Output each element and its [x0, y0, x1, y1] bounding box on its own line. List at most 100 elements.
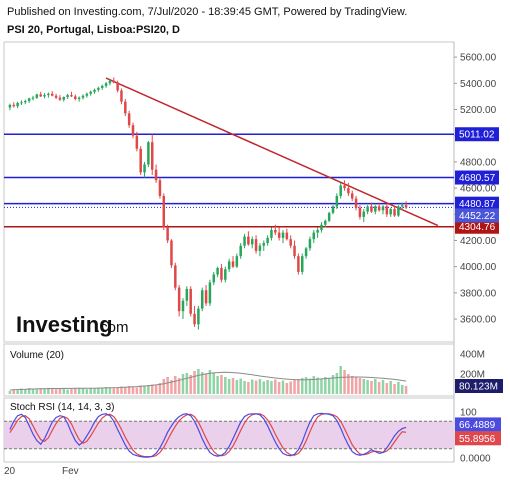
x-tick-label: Fev [62, 466, 79, 477]
volume-bar [20, 388, 23, 394]
candle-body [181, 300, 185, 312]
volume-bar [235, 380, 239, 394]
volume-bar [50, 388, 54, 394]
volume-bar [274, 379, 277, 394]
candle-body [108, 80, 112, 84]
candle-body [197, 308, 200, 325]
candle-body [74, 96, 77, 100]
rsi-panel-title: Stoch RSI (14, 14, 3, 3) [10, 402, 115, 413]
candle-body [358, 207, 362, 217]
level-tag-label: 4480.87 [459, 199, 496, 210]
candle-body [289, 239, 292, 246]
volume-bar [174, 376, 177, 394]
rsi-d-tag-label: 55.8956 [459, 434, 496, 445]
candle-body [281, 232, 285, 238]
price-tick-label: 4200.00 [460, 236, 497, 247]
candle-body [354, 198, 358, 208]
volume-bar [358, 378, 362, 394]
volume-bar [85, 389, 89, 394]
volume-bar [281, 380, 285, 394]
candle-body [404, 205, 408, 208]
price-tick-label: 5600.00 [460, 53, 497, 64]
volume-bar [374, 379, 377, 394]
candle-body [377, 206, 381, 211]
rsi-last-tags: 66.4889 55.8956 [455, 417, 501, 446]
volume-bar [270, 381, 273, 394]
candle-body [397, 206, 400, 216]
volume-tag-bg [455, 379, 503, 393]
volume-bar [24, 389, 27, 394]
candle-body [393, 209, 396, 216]
volume-last-tag: 80.123M [455, 379, 503, 393]
volume-bar [58, 388, 62, 394]
volume-bar [404, 386, 408, 394]
volume-bar [262, 381, 266, 394]
candle-body [270, 229, 273, 238]
candle-body [93, 89, 96, 92]
level-tag-label: 5011.02 [459, 130, 495, 141]
trendline [105, 77, 439, 227]
candle-body [224, 269, 227, 280]
volume-bar [104, 387, 108, 394]
candle-body [327, 212, 331, 221]
volume-bar [97, 387, 100, 394]
chart-symbol-title: PSI 20, Portugal, Lisboa:PSI20, D [7, 24, 180, 36]
volume-bar [220, 375, 223, 394]
candle-body [239, 245, 242, 257]
candle-body [154, 169, 158, 181]
candle-body [370, 206, 373, 212]
candle-body [389, 209, 392, 215]
volume-bar [324, 377, 327, 394]
volume-bar [185, 373, 189, 394]
candle-body [70, 95, 73, 97]
volume-bar [35, 389, 39, 394]
volume-tag-label: 80.123M [459, 382, 498, 393]
volume-bar [216, 376, 219, 394]
candle-body [374, 206, 377, 212]
volume-bar [285, 383, 289, 394]
candle-body [324, 220, 327, 225]
volume-bar [154, 385, 158, 394]
candle-body [300, 256, 304, 272]
candle-body [350, 193, 354, 199]
volume-bar [254, 380, 258, 394]
volume-tick-label: 200M [460, 370, 485, 381]
volume-bar [343, 370, 346, 394]
level-tag-label: 4304.76 [459, 222, 496, 233]
volume-bar [162, 379, 166, 394]
candle-body [131, 125, 135, 136]
volume-bar [389, 381, 392, 394]
candle-body [304, 248, 308, 257]
volume-bar [208, 370, 212, 394]
volume-bar [339, 366, 342, 394]
candle-body [116, 82, 119, 91]
candle-body [16, 102, 19, 107]
candle-body [50, 93, 54, 96]
volume-bar [181, 374, 185, 394]
level-tag-bg [455, 127, 499, 142]
published-caption: Published on Investing.com, 7/Jul/2020 -… [7, 6, 407, 18]
candle-body [258, 245, 262, 251]
volume-bar [331, 375, 335, 394]
volume-bar [320, 379, 323, 394]
candle-body [385, 206, 389, 215]
price-tick-label: 5200.00 [460, 105, 497, 116]
price-tick-label: 4600.00 [460, 184, 497, 195]
volume-bar [385, 383, 389, 394]
volume-bar [224, 377, 227, 394]
volume-bar [193, 371, 196, 394]
candle-body [243, 236, 246, 246]
candle-body [339, 185, 342, 196]
candle-body [12, 104, 16, 107]
volume-bar [247, 382, 250, 394]
volume-bar [381, 380, 385, 394]
volume-bar [204, 374, 208, 394]
candle-body [193, 313, 196, 325]
volume-bar [135, 387, 139, 394]
candle-body [231, 261, 235, 267]
candle-body [247, 236, 250, 245]
volume-bar [289, 381, 292, 394]
volume-bar [231, 378, 235, 394]
